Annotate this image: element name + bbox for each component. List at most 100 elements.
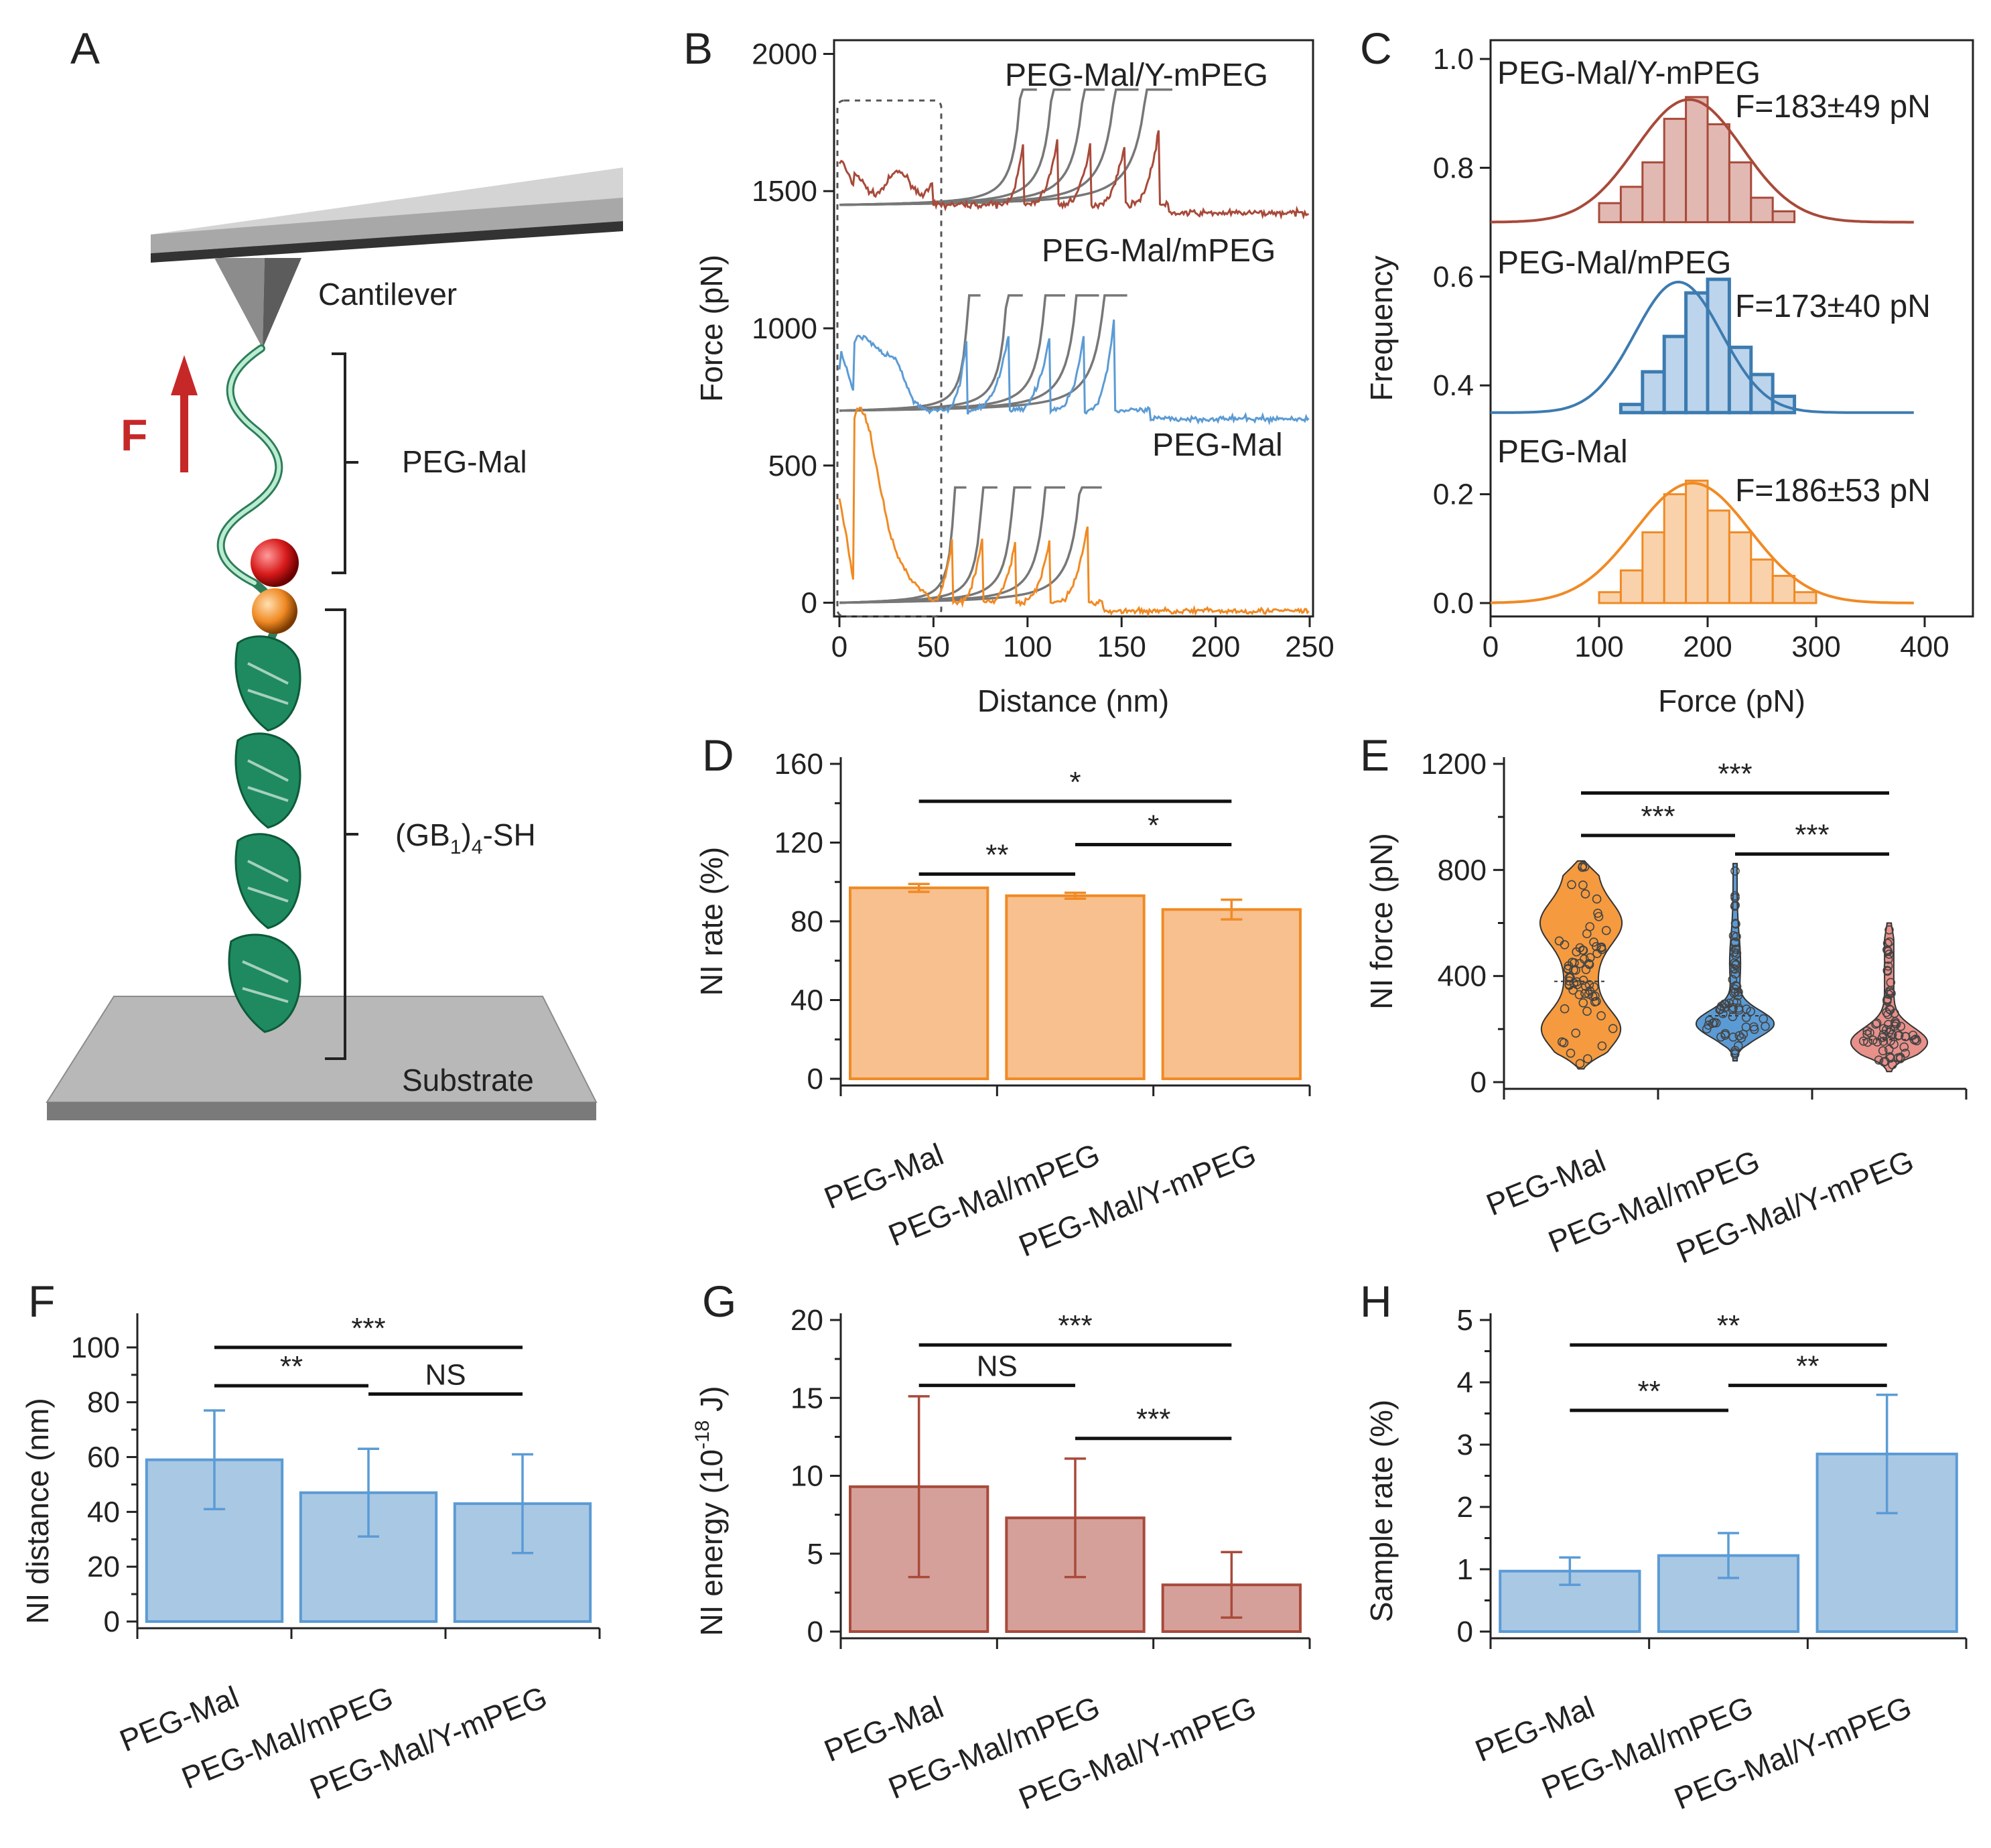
panel-e-point-2-50 — [1858, 1037, 1868, 1046]
panel-b-ytick-label-1: 500 — [768, 450, 817, 482]
panel-e-point-2-69 — [1901, 1049, 1910, 1058]
panel-e-point-0-35 — [1572, 947, 1581, 957]
panelF-sig-label-1: NS — [425, 1358, 466, 1391]
panel-e-point-0-43 — [1608, 1024, 1618, 1033]
panel-b-wlc-fit-2-0 — [839, 486, 967, 604]
panel-c-gauss-fit-1 — [1491, 280, 1914, 414]
panel-c-bar-1-4 — [1684, 291, 1710, 415]
panelH-ytick-label-5: 5 — [1457, 1304, 1473, 1337]
panel-e-point-0-60 — [1596, 1011, 1606, 1020]
panel-e-point-0-26 — [1582, 1006, 1592, 1016]
panel-e-point-0-48 — [1590, 997, 1600, 1007]
panel-b-wlc-fit-0-1 — [839, 88, 1071, 206]
gb1-label-sub1: 1 — [450, 836, 462, 858]
gb1-domain-3 — [234, 833, 301, 929]
panelD-ytick-label-3: 120 — [774, 827, 823, 860]
panel-c-bar-2-1 — [1619, 569, 1644, 604]
panel-b-trace-1 — [838, 319, 1310, 425]
panel-c-histograms: C 0 100 200 300 400 0.0 0.2 0.4 0.6 0.8 1.0 PEG-Ma… — [1360, 23, 1974, 718]
panel-c-ytick-label-2: 0.4 — [1433, 369, 1474, 402]
panelF-ytick-label-0: 0 — [104, 1605, 120, 1638]
gb1-label-end: -SH — [482, 817, 535, 852]
panel-e-point-1-42 — [1704, 1020, 1714, 1030]
panel-c-bar-2-6 — [1728, 531, 1753, 604]
panel-e-point-2-52 — [1882, 966, 1893, 976]
panel-e-point-1-68 — [1730, 1046, 1740, 1055]
panel-e-point-1-33 — [1731, 960, 1741, 969]
panel-e-point-2-43 — [1879, 1057, 1889, 1067]
cantilever-tip-right — [263, 258, 301, 348]
panel-e-point-2-25 — [1894, 1031, 1904, 1040]
panel-e-point-1-34 — [1730, 964, 1740, 974]
panel-c-fit-text-0: F=183±49 pN — [1735, 89, 1931, 125]
panel-e-point-2-55 — [1886, 988, 1896, 998]
panel-e-point-0-39 — [1578, 976, 1588, 985]
panel-e-ytick-label-3: 1200 — [1421, 748, 1487, 781]
panel-e-point-2-61 — [1872, 1018, 1882, 1028]
panel-c-xtick-label-3: 300 — [1791, 631, 1840, 663]
panel-e-point-1-58 — [1734, 1041, 1743, 1051]
panel-e-point-0-29 — [1594, 912, 1604, 921]
panel-b-series-label-2: PEG-Mal — [1152, 427, 1283, 463]
panel-e-point-2-68 — [1882, 1025, 1891, 1035]
panel-e-ytick-label-2: 800 — [1438, 854, 1487, 886]
panel-e-point-2-59 — [1883, 947, 1893, 956]
panel-b-wlc-fit-2-4 — [839, 486, 1102, 604]
panelH-ytick-label-2: 2 — [1457, 1491, 1473, 1524]
gb1-domain-2 — [234, 732, 301, 829]
panel-e-point-0-41 — [1584, 990, 1594, 999]
panel-e-point-1-66 — [1746, 1006, 1755, 1016]
panel-b-ytick-label-2: 1000 — [752, 312, 817, 345]
panelD-bar-2 — [1161, 908, 1302, 1080]
panel-e-point-2-51 — [1878, 1037, 1889, 1046]
panelH-sig-label-1: ** — [1796, 1350, 1819, 1383]
panelD-ytick-label-4: 160 — [774, 748, 823, 781]
cantilever-label: Cantilever — [318, 277, 457, 312]
panel-e-point-1-62 — [1738, 1029, 1748, 1039]
panel-e-point-0-31 — [1567, 880, 1576, 890]
panel-c-bar-2-9 — [1793, 591, 1817, 604]
panel-e-sig-label-0: *** — [1641, 800, 1675, 833]
panel-e-point-2-18 — [1883, 962, 1893, 971]
panel-e-point-2-65 — [1883, 1010, 1893, 1019]
panel-e-point-0-36 — [1568, 985, 1578, 995]
panel-e-point-1-49 — [1749, 1022, 1759, 1032]
gb1-strand-lines — [242, 662, 289, 1003]
panelD-sig-label-1: * — [1148, 809, 1159, 842]
panel-a-schematic: A Substrate Cantilever F — [46, 23, 623, 1120]
panel-e-point-2-42 — [1896, 1022, 1906, 1031]
gb1-label-sub2: 4 — [472, 836, 483, 858]
panel-c-bar-1-2 — [1641, 370, 1666, 415]
panel-c-ytick-label-0: 0.0 — [1433, 587, 1474, 620]
panel-e-point-0-66 — [1569, 965, 1578, 975]
gb1-domain-4 — [228, 933, 301, 1033]
panel-b-xtick-label-1: 50 — [917, 631, 950, 663]
panel-c-bar-0-3 — [1663, 117, 1688, 224]
panelD-sig-label-0: ** — [985, 839, 1008, 872]
panel-c-series-label-0: PEG-Mal/Y-mPEG — [1497, 56, 1761, 91]
panel-c-fit-text-1: F=173±40 pN — [1735, 289, 1931, 324]
panel-e-point-2-35 — [1886, 1036, 1895, 1046]
panel-e-point-1-65 — [1761, 1021, 1770, 1031]
panel-e-point-2-45 — [1882, 996, 1892, 1006]
panel-c-bar-2-7 — [1750, 558, 1774, 604]
panelD-ytick-label-0: 0 — [807, 1063, 823, 1096]
panel-letter-e: E — [1360, 730, 1389, 780]
panel-e-point-1-44 — [1730, 969, 1740, 979]
panel-e-point-0-34 — [1592, 941, 1601, 951]
panelF-ytick-label-3: 60 — [87, 1441, 120, 1474]
panel-c-bar-2-3 — [1663, 493, 1688, 604]
gb1-label: (GB1)4-SH — [395, 817, 536, 858]
panel-b-trace-0 — [838, 130, 1309, 220]
panel-b-ylabel: Force (pN) — [694, 255, 729, 402]
substrate-label: Substrate — [402, 1063, 534, 1098]
panel-c-bar-0-7 — [1750, 196, 1774, 224]
panel-letter-g: G — [702, 1276, 736, 1326]
panel-c-frame — [1489, 39, 1974, 618]
panelF-ytick-label-4: 80 — [87, 1386, 120, 1419]
panel-b-wlc-fit-0-4 — [839, 88, 1172, 206]
panel-e-point-0-37 — [1589, 982, 1599, 992]
panelH-ytick-label-1: 1 — [1457, 1553, 1473, 1586]
panel-e-point-0-21 — [1554, 936, 1564, 946]
panel-e-point-1-59 — [1728, 1002, 1738, 1012]
